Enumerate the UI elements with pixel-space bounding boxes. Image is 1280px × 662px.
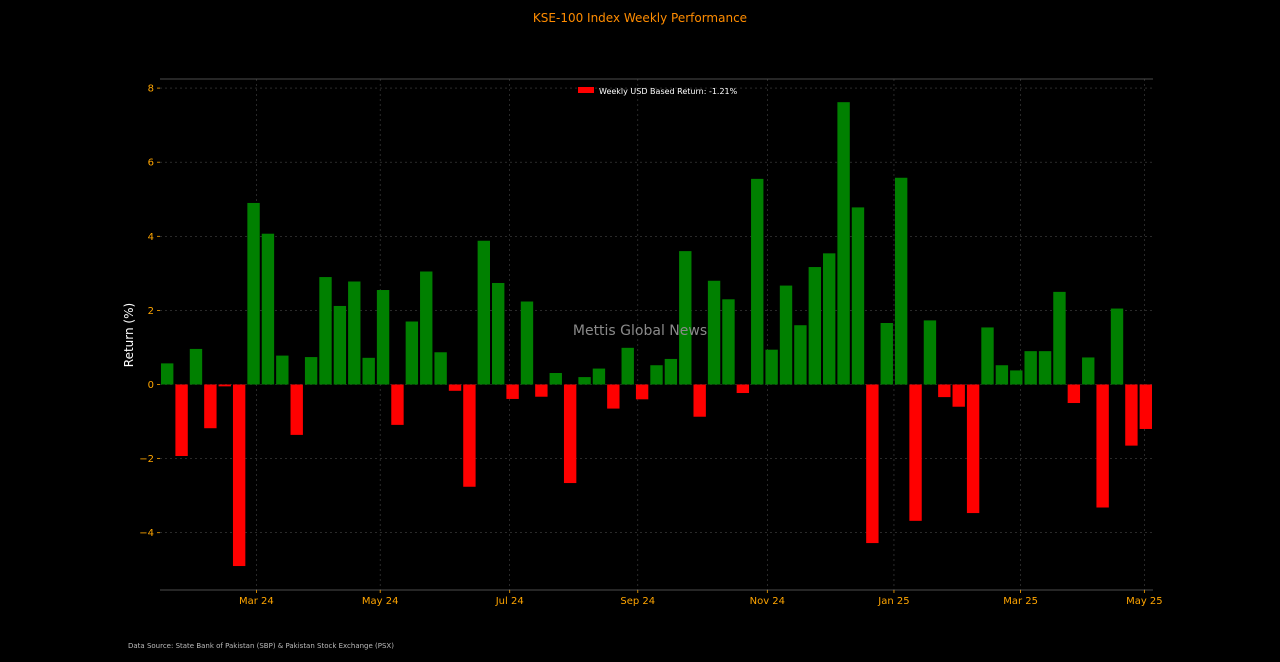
x-tick-labels: Mar 24 May 24 Jul 24 Sep 24 Nov 24 Jan 25 Mar … — [239, 590, 1163, 607]
bar — [635, 384, 649, 400]
bar — [276, 355, 289, 385]
y-tick-label: −4 — [139, 528, 154, 539]
legend-swatch — [578, 87, 594, 93]
bar — [837, 102, 850, 385]
bar — [175, 384, 188, 457]
y-axis-label: Return (%) — [122, 303, 136, 367]
bar — [736, 384, 750, 394]
bar — [247, 202, 260, 385]
bar — [218, 384, 231, 387]
x-tick-label: Mar 24 — [239, 596, 274, 607]
bar — [909, 384, 922, 521]
bar — [650, 365, 663, 385]
bar — [362, 357, 375, 385]
legend: Weekly USD Based Return: -1.21% — [578, 87, 738, 96]
bar — [189, 348, 203, 385]
y-tick-labels: −4 −2 0 2 4 6 8 — [139, 84, 160, 539]
y-tick-label: 0 — [148, 380, 154, 391]
bar — [794, 325, 807, 385]
bar — [506, 384, 519, 399]
bar — [664, 358, 678, 385]
bar — [563, 384, 577, 484]
bar — [679, 251, 692, 385]
y-tick-label: 2 — [148, 306, 154, 317]
bar — [621, 347, 634, 385]
bar — [420, 271, 433, 385]
watermark: Mettis Global News — [573, 323, 707, 339]
bar — [535, 384, 548, 397]
bar — [851, 207, 865, 385]
axes — [160, 78, 1153, 591]
bar — [492, 282, 505, 385]
bar — [808, 267, 821, 385]
bar — [966, 384, 980, 514]
bar — [923, 320, 937, 385]
bar — [607, 384, 620, 409]
source-note: Data Source: State Bank of Pakistan (SBP… — [128, 642, 394, 650]
bar — [894, 177, 908, 385]
bar — [751, 178, 764, 385]
bar — [463, 384, 476, 487]
bar — [592, 368, 606, 385]
x-tick-label: Sep 24 — [620, 596, 655, 607]
bar — [376, 290, 390, 385]
y-tick-label: 6 — [148, 158, 154, 169]
bar — [261, 233, 275, 385]
bar — [765, 349, 778, 385]
x-tick-label: May 24 — [362, 596, 399, 607]
x-tick-label: Nov 24 — [750, 596, 785, 607]
bar — [995, 365, 1009, 385]
bars — [161, 102, 1152, 567]
bar — [232, 384, 246, 567]
bar — [938, 384, 951, 398]
bar — [866, 384, 879, 544]
bar — [1139, 384, 1152, 429]
bar — [779, 285, 793, 385]
bar — [1010, 370, 1023, 385]
bar — [204, 384, 217, 429]
bar — [434, 352, 447, 385]
bar — [348, 281, 361, 385]
chart-title: KSE-100 Index Weekly Performance — [533, 11, 747, 25]
bar — [161, 363, 174, 385]
bar — [578, 377, 591, 385]
bar — [304, 357, 318, 385]
bar — [520, 301, 534, 385]
bar — [1067, 384, 1081, 404]
bar — [693, 384, 706, 417]
bar — [981, 327, 994, 385]
bar — [333, 305, 347, 385]
bar — [1038, 351, 1052, 385]
bar — [1110, 308, 1124, 385]
bar — [707, 280, 721, 385]
bar — [722, 299, 735, 385]
bar — [1024, 351, 1037, 385]
bar — [391, 384, 404, 425]
x-tick-label: Jan 25 — [877, 596, 909, 607]
bar — [952, 384, 965, 407]
bar — [477, 240, 490, 385]
bar — [448, 384, 462, 391]
bar — [405, 321, 419, 385]
x-tick-label: Jul 24 — [495, 596, 524, 607]
bar — [549, 373, 562, 385]
bar — [1096, 384, 1109, 508]
bar — [290, 384, 303, 435]
legend-label: Weekly USD Based Return: -1.21% — [599, 87, 738, 96]
bar — [823, 253, 836, 385]
y-tick-label: 4 — [148, 232, 154, 243]
x-tick-label: Mar 25 — [1003, 596, 1038, 607]
y-tick-label: 8 — [148, 84, 154, 95]
x-tick-label: May 25 — [1126, 596, 1163, 607]
bar — [319, 277, 332, 385]
bar — [880, 323, 893, 385]
bar — [1125, 384, 1138, 446]
bar — [1053, 291, 1066, 385]
bar — [1082, 357, 1095, 385]
y-tick-label: −2 — [139, 454, 154, 465]
